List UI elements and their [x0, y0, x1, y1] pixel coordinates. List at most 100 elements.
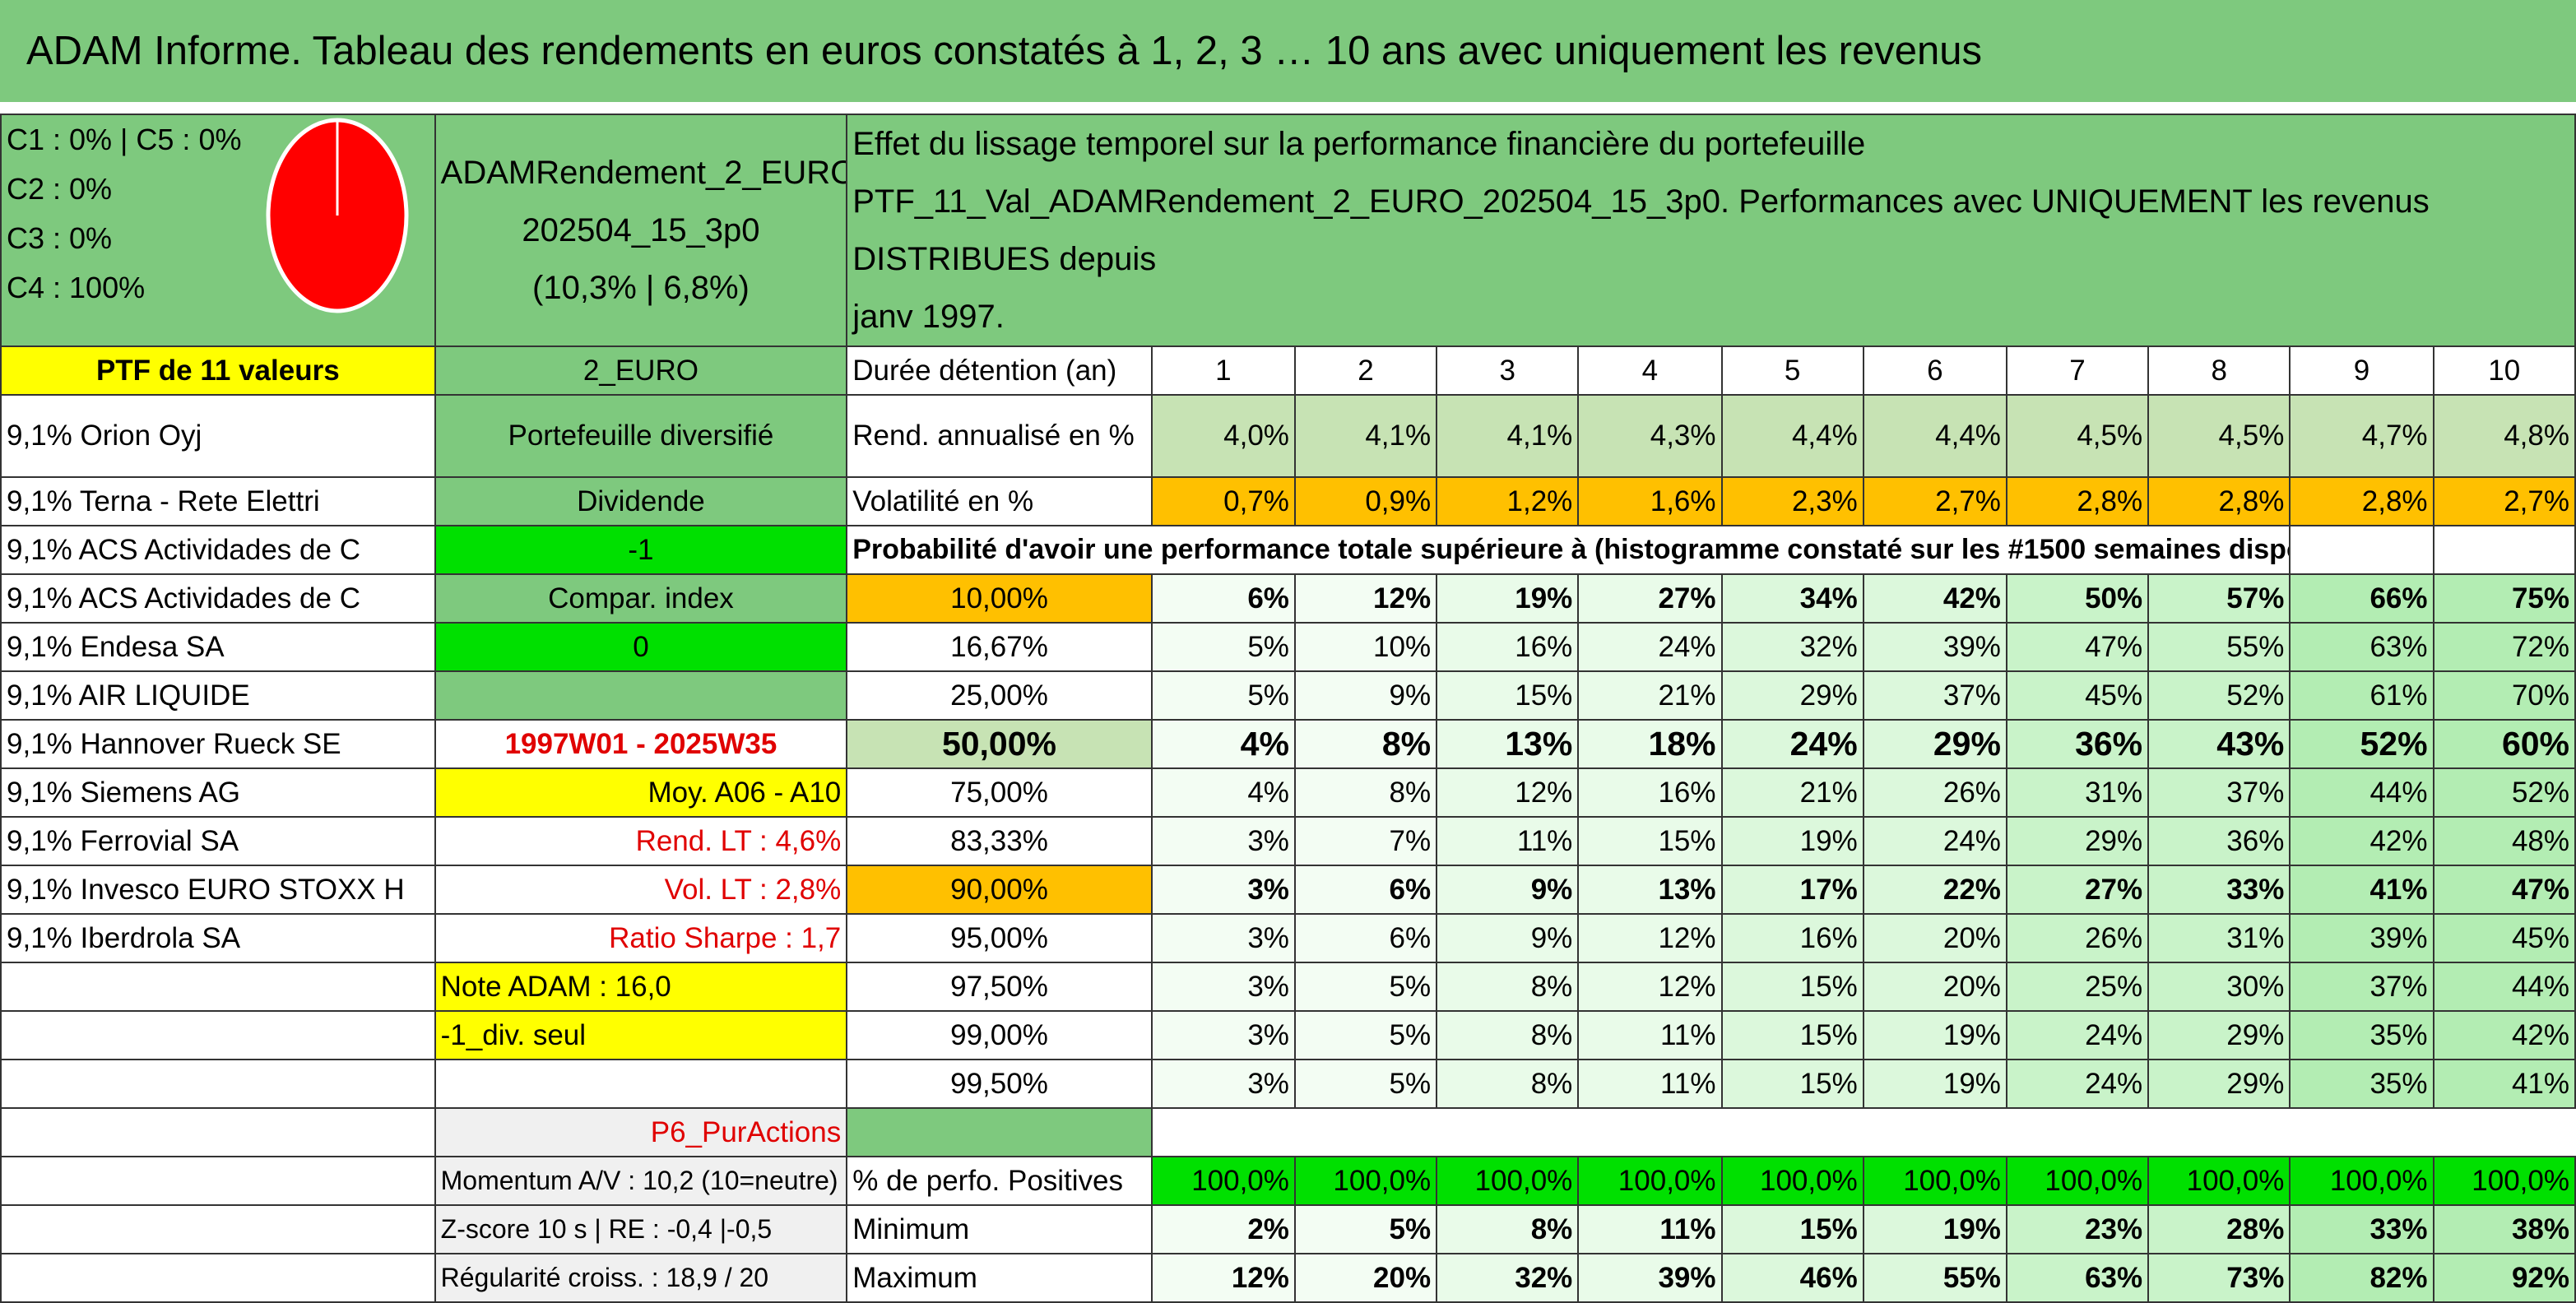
empty-cell	[846, 1107, 1153, 1157]
rend-value: 4,5%	[2147, 394, 2291, 478]
holdings-header: PTF de 11 valeurs	[0, 345, 436, 396]
div-seul: -1_div. seul	[434, 1010, 848, 1060]
probability-value: 44%	[2432, 962, 2576, 1012]
period-label: 1997W01 - 2025W35	[434, 719, 848, 769]
probability-value: 5%	[1150, 622, 1296, 672]
probability-value: 45%	[2432, 913, 2576, 963]
probability-threshold: 97,50%	[846, 962, 1153, 1012]
probability-value: 33%	[2147, 865, 2291, 915]
probability-value: 42%	[2432, 1010, 2576, 1060]
rend-value: 4,0%	[1150, 394, 1296, 478]
probability-value: 34%	[1720, 573, 1864, 624]
dividend-label: Dividende	[434, 476, 848, 526]
regularite: Régularité croiss. : 18,9 / 20	[434, 1253, 848, 1303]
probability-value: 19%	[1862, 1059, 2007, 1109]
probability-value: 4%	[1150, 719, 1296, 769]
probability-value: 19%	[1720, 816, 1864, 866]
maximum-value: 32%	[1436, 1253, 1580, 1303]
maximum-value: 39%	[1577, 1253, 1723, 1303]
probability-value: 52%	[2432, 767, 2576, 818]
zscore: Z-score 10 s | RE : -0,4 |-0,5	[434, 1204, 848, 1254]
empty-cell	[0, 1156, 436, 1206]
probability-value: 39%	[1862, 622, 2007, 672]
probability-value: 20%	[1862, 962, 2007, 1012]
probability-threshold: 10,00%	[846, 573, 1153, 624]
rend-lt: Rend. LT : 4,6%	[434, 816, 848, 866]
maximum-value: 46%	[1720, 1253, 1864, 1303]
year-header: 8	[2147, 345, 2291, 396]
probability-value: 15%	[1577, 816, 1723, 866]
probability-value: 6%	[1293, 913, 1438, 963]
year-header: 1	[1150, 345, 1296, 396]
probability-value: 70%	[2432, 670, 2576, 721]
positive-value: 100,0%	[2289, 1156, 2434, 1206]
holding-item: 9,1% Siemens AG	[0, 767, 436, 818]
probability-threshold: 99,00%	[846, 1010, 1153, 1060]
probability-threshold: 95,00%	[846, 913, 1153, 963]
probability-value: 27%	[1577, 573, 1723, 624]
positive-value: 100,0%	[2432, 1156, 2576, 1206]
probability-value: 31%	[2147, 913, 2291, 963]
maximum-value: 20%	[1293, 1253, 1438, 1303]
probability-label: Probabilité d'avoir une performance tota…	[846, 525, 2291, 575]
probability-value: 30%	[2147, 962, 2291, 1012]
year-header: 10	[2432, 345, 2576, 396]
probability-value: 42%	[1862, 573, 2007, 624]
probability-value: 50%	[2005, 573, 2150, 624]
probability-value: 52%	[2147, 670, 2291, 721]
positive-value: 100,0%	[1720, 1156, 1864, 1206]
probability-value: 41%	[2432, 1059, 2576, 1109]
minimum-value: 15%	[1720, 1204, 1864, 1254]
probability-value: 3%	[1150, 816, 1296, 866]
holding-item: 9,1% Terna - Rete Elettri	[0, 476, 436, 526]
empty-cell	[434, 670, 848, 721]
probability-threshold: 16,67%	[846, 622, 1153, 672]
probability-value: 5%	[1293, 1010, 1438, 1060]
minimum-label: Minimum	[846, 1204, 1153, 1254]
probability-value: 29%	[1862, 719, 2007, 769]
minimum-value: 8%	[1436, 1204, 1580, 1254]
legend-line: C2 : 0%	[7, 172, 113, 206]
vol-lt: Vol. LT : 2,8%	[434, 865, 848, 915]
vol-value: 2,8%	[2147, 476, 2291, 526]
probability-value: 63%	[2289, 622, 2434, 672]
probability-value: 12%	[1577, 913, 1723, 963]
maximum-value: 12%	[1150, 1253, 1296, 1303]
compar-label: Compar. index	[434, 573, 848, 624]
rend-value: 4,7%	[2289, 394, 2434, 478]
duration-label: Durée détention (an)	[846, 345, 1153, 396]
empty-cell	[2289, 525, 2434, 575]
probability-value: 24%	[2005, 1059, 2150, 1109]
positive-value: 100,0%	[2147, 1156, 2291, 1206]
probability-value: 16%	[1720, 913, 1864, 963]
effect-line: PTF_11_Val_ADAMRendement_2_EURO_202504_1…	[852, 183, 2430, 277]
rend-value: 4,4%	[1862, 394, 2007, 478]
probability-value: 24%	[1862, 816, 2007, 866]
holding-item: 9,1% Ferrovial SA	[0, 816, 436, 866]
minimum-value: 19%	[1862, 1204, 2007, 1254]
probability-value: 15%	[1436, 670, 1580, 721]
probability-value: 3%	[1150, 865, 1296, 915]
probability-value: 39%	[2289, 913, 2434, 963]
rend-value: 4,1%	[1436, 394, 1580, 478]
compar-value: 0	[434, 622, 848, 672]
probability-value: 12%	[1293, 573, 1438, 624]
probability-threshold: 99,50%	[846, 1059, 1153, 1109]
probability-value: 44%	[2289, 767, 2434, 818]
probability-value: 37%	[1862, 670, 2007, 721]
probability-value: 26%	[1862, 767, 2007, 818]
rend-label: Rend. annualisé en %	[846, 394, 1153, 478]
portfolio-name: ADAMRendement_2_EURO_ 202504_15_3p0 (10,3%…	[434, 114, 848, 347]
probability-value: 4%	[1150, 767, 1296, 818]
probability-value: 37%	[2147, 767, 2291, 818]
probability-value: 52%	[2289, 719, 2434, 769]
empty-cell	[434, 1059, 848, 1109]
spacer	[0, 102, 2576, 114]
probability-value: 29%	[1720, 670, 1864, 721]
vol-value: 0,9%	[1293, 476, 1438, 526]
positive-value: 100,0%	[1577, 1156, 1723, 1206]
sharpe-ratio: Ratio Sharpe : 1,7	[434, 913, 848, 963]
probability-value: 12%	[1577, 962, 1723, 1012]
probability-value: 3%	[1150, 962, 1296, 1012]
vol-value: 2,3%	[1720, 476, 1864, 526]
